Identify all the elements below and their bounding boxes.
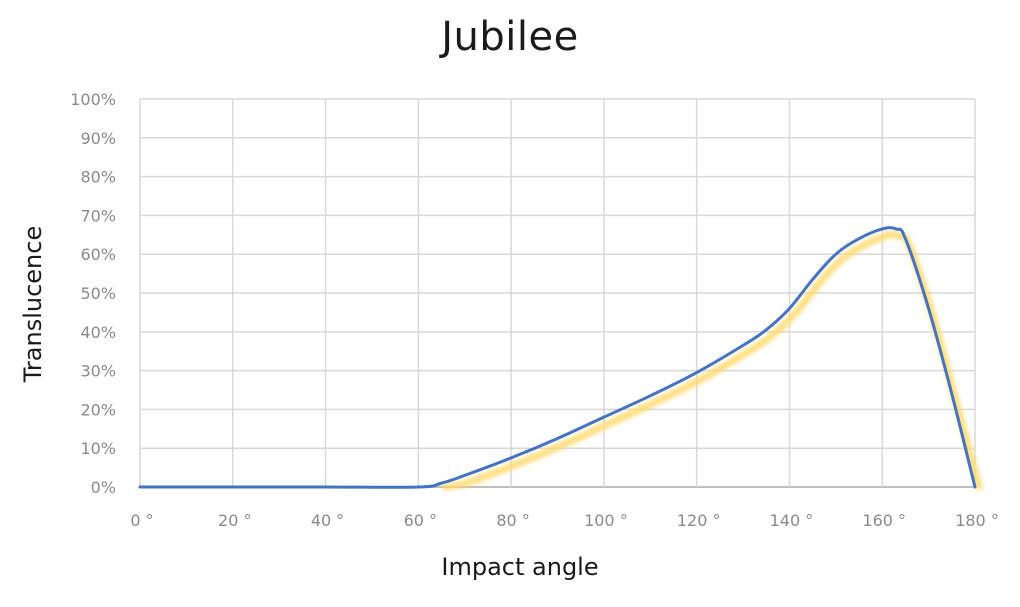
y-tick-label: 70%: [80, 206, 116, 225]
y-tick-label: 40%: [80, 323, 116, 342]
y-tick-label: 90%: [80, 129, 116, 148]
x-tick-label: 80 °: [496, 511, 529, 530]
series-glow: [442, 231, 983, 491]
x-tick-label: 160 °: [862, 511, 906, 530]
y-tick-label: 50%: [80, 284, 116, 303]
x-tick-label: 20 °: [218, 511, 251, 530]
y-axis-ticks: 0% 10% 20% 30% 40% 50% 60% 70% 80% 90% 100%: [70, 90, 116, 497]
y-tick-label: 60%: [80, 245, 116, 264]
x-tick-label: 40 °: [311, 511, 344, 530]
series-line: [138, 226, 977, 489]
x-tick-label: 0 °: [130, 511, 153, 530]
gridlines: [139, 98, 976, 488]
x-tick-label: 180 °: [955, 511, 999, 530]
y-tick-label: 100%: [70, 90, 116, 109]
x-tick-label: 60 °: [404, 511, 437, 530]
x-tick-label: 120 °: [677, 511, 721, 530]
y-tick-label: 20%: [80, 400, 116, 419]
x-axis-ticks: 0 ° 20 ° 40 ° 60 ° 80 ° 100 ° 120 ° 140 ° 160 ° 1…: [130, 511, 998, 530]
chart-title: Jubilee: [441, 14, 579, 60]
y-tick-label: 0%: [91, 478, 116, 497]
x-tick-label: 140 °: [770, 511, 814, 530]
y-tick-label: 80%: [80, 168, 116, 187]
x-tick-label: 100 °: [584, 511, 628, 530]
y-tick-label: 30%: [80, 362, 116, 381]
y-tick-label: 10%: [80, 439, 116, 458]
x-axis-label: Impact angle: [441, 553, 599, 581]
